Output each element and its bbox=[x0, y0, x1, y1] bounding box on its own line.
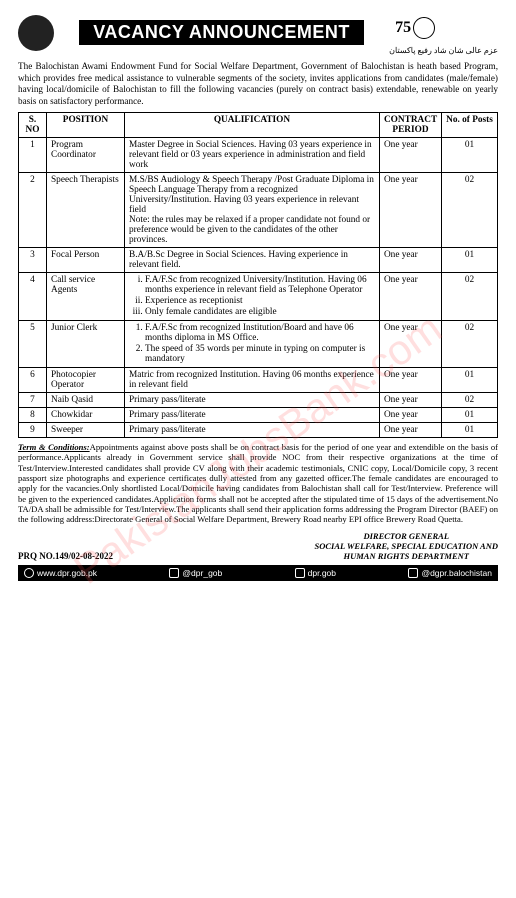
cell-contract: One year bbox=[379, 393, 441, 408]
cell-sno: 1 bbox=[19, 138, 47, 173]
col-sno: S. NO bbox=[19, 113, 47, 138]
footer-web: www.dpr.gob.pk bbox=[24, 568, 97, 578]
cell-posts: 01 bbox=[442, 248, 498, 273]
table-row: 2Speech TherapistsM.S/BS Audiology & Spe… bbox=[19, 173, 498, 248]
cell-sno: 3 bbox=[19, 248, 47, 273]
terms-label: Term & Conditions: bbox=[18, 442, 90, 452]
director-line-3: HUMAN RIGHTS DEPARTMENT bbox=[314, 551, 498, 561]
cell-sno: 6 bbox=[19, 368, 47, 393]
cell-posts: 02 bbox=[442, 393, 498, 408]
cell-sno: 9 bbox=[19, 423, 47, 438]
facebook-icon bbox=[408, 568, 418, 578]
director-line-2: SOCIAL WELFARE, SPECIAL EDUCATION AND bbox=[314, 541, 498, 551]
cell-contract: One year bbox=[379, 273, 441, 321]
col-position: POSITION bbox=[47, 113, 125, 138]
cell-contract: One year bbox=[379, 173, 441, 248]
intro-paragraph: The Balochistan Awami Endowment Fund for… bbox=[18, 61, 498, 107]
table-row: 9SweeperPrimary pass/literateOne year01 bbox=[19, 423, 498, 438]
cell-position: Focal Person bbox=[47, 248, 125, 273]
cell-posts: 01 bbox=[442, 138, 498, 173]
qual-list-item: The speed of 35 words per minute in typi… bbox=[145, 344, 375, 364]
footer-web-text: www.dpr.gob.pk bbox=[37, 568, 97, 578]
director-block: DIRECTOR GENERAL SOCIAL WELFARE, SPECIAL… bbox=[314, 531, 498, 562]
header: VACANCY ANNOUNCEMENT 75 عزم عالی شان شاد… bbox=[18, 10, 498, 55]
globe-icon bbox=[24, 568, 34, 578]
cell-sno: 7 bbox=[19, 393, 47, 408]
emblem-icon bbox=[413, 17, 435, 39]
anniversary-number: 75 bbox=[395, 19, 411, 37]
qual-list-item: Only female candidates are eligible bbox=[145, 307, 375, 317]
cell-position: Chowkidar bbox=[47, 408, 125, 423]
cell-position: Sweeper bbox=[47, 423, 125, 438]
cell-position: Program Coordinator bbox=[47, 138, 125, 173]
terms-text: Appointments against above posts shall b… bbox=[18, 442, 498, 524]
qual-list-item: F.A/F.Sc from recognized University/Inst… bbox=[145, 275, 375, 295]
logo-right: 75 bbox=[389, 10, 435, 46]
cell-posts: 01 bbox=[442, 423, 498, 438]
table-row: 7Naib QasidPrimary pass/literateOne year… bbox=[19, 393, 498, 408]
cell-contract: One year bbox=[379, 423, 441, 438]
footer-instagram: dpr.gob bbox=[295, 568, 336, 578]
cell-contract: One year bbox=[379, 321, 441, 368]
footer-facebook: @dgpr.balochistan bbox=[408, 568, 492, 578]
table-row: 6Photocopier OperatorMatric from recogni… bbox=[19, 368, 498, 393]
footer-twitter: @dpr_gob bbox=[169, 568, 222, 578]
cell-qualification: F.A/F.Sc from recognized University/Inst… bbox=[125, 273, 380, 321]
footer-tw-text: @dpr_gob bbox=[182, 568, 222, 578]
cell-position: Speech Therapists bbox=[47, 173, 125, 248]
cell-contract: One year bbox=[379, 408, 441, 423]
col-qualification: QUALIFICATION bbox=[125, 113, 380, 138]
table-header-row: S. NO POSITION QUALIFICATION CONTRACT PE… bbox=[19, 113, 498, 138]
cell-qualification: Primary pass/literate bbox=[125, 393, 380, 408]
cell-qualification: Primary pass/literate bbox=[125, 423, 380, 438]
cell-posts: 02 bbox=[442, 273, 498, 321]
col-contract: CONTRACT PERIOD bbox=[379, 113, 441, 138]
footer-bar: www.dpr.gob.pk @dpr_gob dpr.gob @dgpr.ba… bbox=[18, 565, 498, 581]
cell-sno: 8 bbox=[19, 408, 47, 423]
col-posts: No. of Posts bbox=[442, 113, 498, 138]
cell-contract: One year bbox=[379, 368, 441, 393]
cell-qualification: F.A/F.Sc from recognized Institution/Boa… bbox=[125, 321, 380, 368]
page: PakistanJobsBank.com VACANCY ANNOUNCEMEN… bbox=[0, 0, 516, 898]
cell-posts: 01 bbox=[442, 368, 498, 393]
footer-ig-text: dpr.gob bbox=[308, 568, 336, 578]
terms-paragraph: Term & Conditions:Appointments against a… bbox=[18, 442, 498, 525]
qual-list-item: Experience as receptionist bbox=[145, 296, 375, 306]
cell-contract: One year bbox=[379, 138, 441, 173]
cell-qualification: B.A/B.Sc Degree in Social Sciences. Havi… bbox=[125, 248, 380, 273]
urdu-tagline: عزم عالی شان شاد رفیع پاکستان bbox=[389, 46, 498, 55]
page-title: VACANCY ANNOUNCEMENT bbox=[79, 20, 364, 45]
cell-qualification: Matric from recognized Institution. Havi… bbox=[125, 368, 380, 393]
cell-posts: 02 bbox=[442, 321, 498, 368]
cell-position: Junior Clerk bbox=[47, 321, 125, 368]
logo-right-wrap: 75 عزم عالی شان شاد رفیع پاکستان bbox=[389, 10, 498, 55]
table-row: 4Call service Agents F.A/F.Sc from recogn… bbox=[19, 273, 498, 321]
cell-contract: One year bbox=[379, 248, 441, 273]
cell-position: Call service Agents bbox=[47, 273, 125, 321]
logo-left bbox=[18, 15, 54, 51]
bottom-row: PRQ NO.149/02-08-2022 DIRECTOR GENERAL S… bbox=[18, 531, 498, 562]
table-row: 5Junior Clerk F.A/F.Sc from recognized In… bbox=[19, 321, 498, 368]
instagram-icon bbox=[295, 568, 305, 578]
cell-position: Photocopier Operator bbox=[47, 368, 125, 393]
cell-qualification: Master Degree in Social Sciences. Having… bbox=[125, 138, 380, 173]
vacancy-table: S. NO POSITION QUALIFICATION CONTRACT PE… bbox=[18, 112, 498, 438]
table-row: 3Focal PersonB.A/B.Sc Degree in Social S… bbox=[19, 248, 498, 273]
cell-sno: 4 bbox=[19, 273, 47, 321]
director-line-1: DIRECTOR GENERAL bbox=[314, 531, 498, 541]
cell-sno: 2 bbox=[19, 173, 47, 248]
qual-list-item: F.A/F.Sc from recognized Institution/Boa… bbox=[145, 323, 375, 343]
cell-qualification: Primary pass/literate bbox=[125, 408, 380, 423]
cell-posts: 01 bbox=[442, 408, 498, 423]
prq-number: PRQ NO.149/02-08-2022 bbox=[18, 551, 113, 561]
cell-posts: 02 bbox=[442, 173, 498, 248]
table-row: 8ChowkidarPrimary pass/literateOne year0… bbox=[19, 408, 498, 423]
table-row: 1Program CoordinatorMaster Degree in Soc… bbox=[19, 138, 498, 173]
footer-fb-text: @dgpr.balochistan bbox=[421, 568, 492, 578]
cell-sno: 5 bbox=[19, 321, 47, 368]
cell-position: Naib Qasid bbox=[47, 393, 125, 408]
twitter-icon bbox=[169, 568, 179, 578]
cell-qualification: M.S/BS Audiology & Speech Therapy /Post … bbox=[125, 173, 380, 248]
